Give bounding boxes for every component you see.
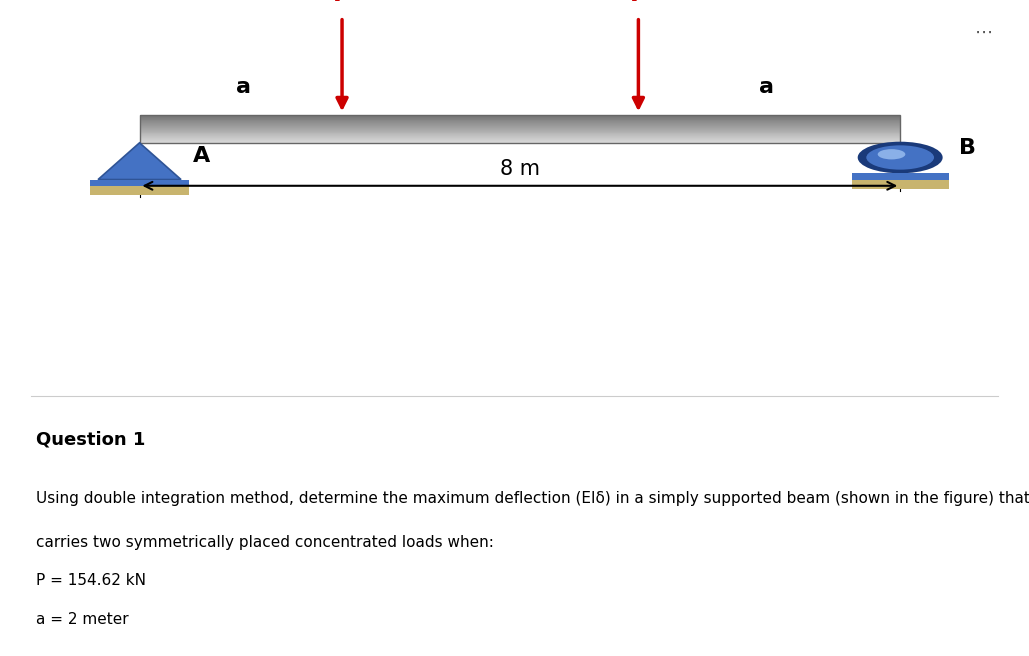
Text: ⋯: ⋯ (975, 24, 993, 43)
Bar (140, 142, 900, 143)
Bar (140, 119, 900, 121)
Polygon shape (98, 143, 181, 180)
Bar (140, 115, 900, 116)
Bar (140, 122, 900, 123)
Bar (140, 130, 900, 131)
Bar (140, 137, 900, 138)
Text: Question 1: Question 1 (36, 430, 145, 448)
Bar (140, 134, 900, 135)
Text: a: a (236, 77, 251, 96)
Circle shape (858, 142, 943, 173)
Bar (140, 141, 900, 142)
Bar (90, 180, 189, 186)
Bar (140, 126, 900, 127)
Bar (140, 117, 900, 119)
Text: a: a (759, 77, 774, 96)
Bar (140, 128, 900, 129)
Bar (140, 129, 900, 130)
Bar (852, 180, 949, 189)
Bar (140, 121, 900, 122)
Bar (140, 123, 900, 124)
Text: P = 154.62 kN: P = 154.62 kN (36, 573, 146, 588)
Circle shape (878, 149, 906, 159)
Bar (140, 125, 900, 126)
Text: carries two symmetrically placed concentrated loads when:: carries two symmetrically placed concent… (36, 535, 494, 550)
Bar (140, 127, 900, 128)
Circle shape (865, 144, 934, 171)
Text: A: A (192, 146, 210, 166)
Bar (140, 115, 900, 143)
Bar (140, 136, 900, 137)
Bar (852, 173, 949, 180)
Bar (140, 138, 900, 139)
Bar (140, 139, 900, 140)
Bar (140, 116, 900, 117)
Bar (140, 131, 900, 132)
Bar (90, 186, 189, 195)
Bar (140, 133, 900, 134)
Bar (140, 135, 900, 136)
Text: B: B (959, 138, 977, 158)
Text: a = 2 meter: a = 2 meter (36, 612, 129, 627)
Text: 8 m: 8 m (500, 159, 540, 179)
Text: P: P (333, 0, 351, 6)
Bar (140, 124, 900, 125)
Text: P: P (630, 0, 647, 6)
Bar (140, 140, 900, 141)
Bar (140, 132, 900, 133)
Text: Using double integration method, determine the maximum deflection (EIδ) in a sim: Using double integration method, determi… (36, 491, 1029, 506)
